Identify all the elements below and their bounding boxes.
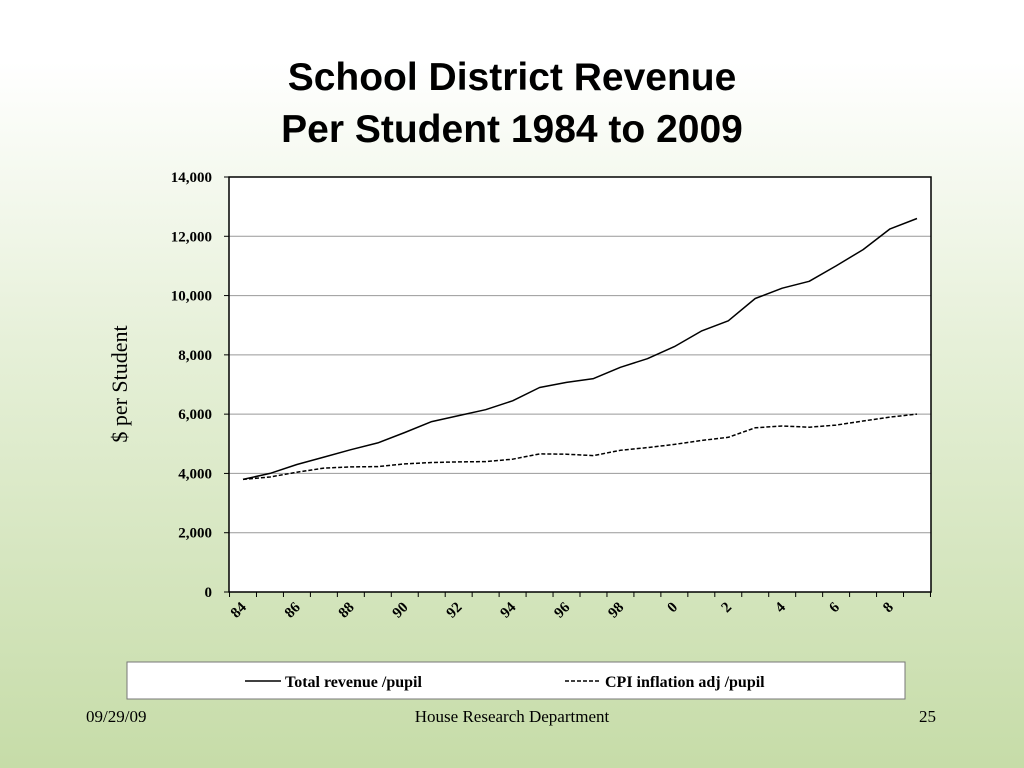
x-tick-label: 8	[880, 600, 897, 617]
y-tick-label: 6,000	[178, 407, 212, 423]
x-axis-tick-labels: 84 86 88 90 92 94 96 98 0 2 4 6 8	[228, 599, 897, 621]
y-tick-label: 12,000	[171, 229, 212, 245]
gridlines	[229, 235, 931, 534]
slide-title-line-2: Per Student 1984 to 2009	[281, 108, 743, 151]
y-axis-title: $ per Student	[107, 325, 132, 442]
slide-title-line-1: School District Revenue	[287, 56, 737, 99]
x-tick-label: 6	[826, 599, 843, 616]
y-tick-label: 2,000	[178, 526, 212, 542]
footer-department: House Research Department	[414, 707, 610, 726]
y-axis-tick-labels: 0 2,000 4,000 6,000 8,000 10,000 12,000 14,000	[171, 170, 212, 601]
legend-label-total-revenue: Total revenue /pupil	[285, 674, 422, 691]
footer-date: 09/29/09	[86, 707, 147, 726]
y-tick-label: 4,000	[178, 466, 212, 482]
series-lines	[242, 217, 918, 481]
x-tick-label: 98	[605, 600, 627, 622]
x-tick-label: 88	[336, 600, 358, 622]
x-tick-label: 2	[718, 600, 735, 617]
x-tick-label: 84	[228, 599, 250, 621]
series-line-total-revenue	[242, 217, 918, 481]
x-tick-label: 86	[282, 599, 304, 621]
legend-label-cpi-adjusted: CPI inflation adj /pupil	[605, 674, 765, 691]
y-tick-label: 10,000	[171, 289, 212, 305]
axis-ticks	[224, 176, 931, 597]
x-tick-label: 94	[498, 599, 520, 621]
y-tick-label: 0	[205, 585, 213, 601]
x-tick-label: 4	[772, 599, 789, 616]
y-tick-label: 8,000	[178, 348, 212, 364]
legend: Total revenue /pupil CPI inflation adj /…	[126, 661, 906, 700]
x-tick-label: 92	[444, 600, 466, 622]
series-line-cpi-adjusted	[242, 413, 918, 481]
footer-page-number: 25	[919, 707, 936, 726]
x-tick-label: 96	[551, 599, 573, 621]
x-tick-label: 0	[665, 600, 682, 617]
slide-title: School District Revenue Per Student 1984…	[0, 52, 1024, 156]
x-tick-label: 90	[390, 600, 412, 622]
y-tick-label: 14,000	[171, 170, 212, 186]
plot-area	[229, 177, 931, 592]
legend-box	[126, 661, 906, 700]
